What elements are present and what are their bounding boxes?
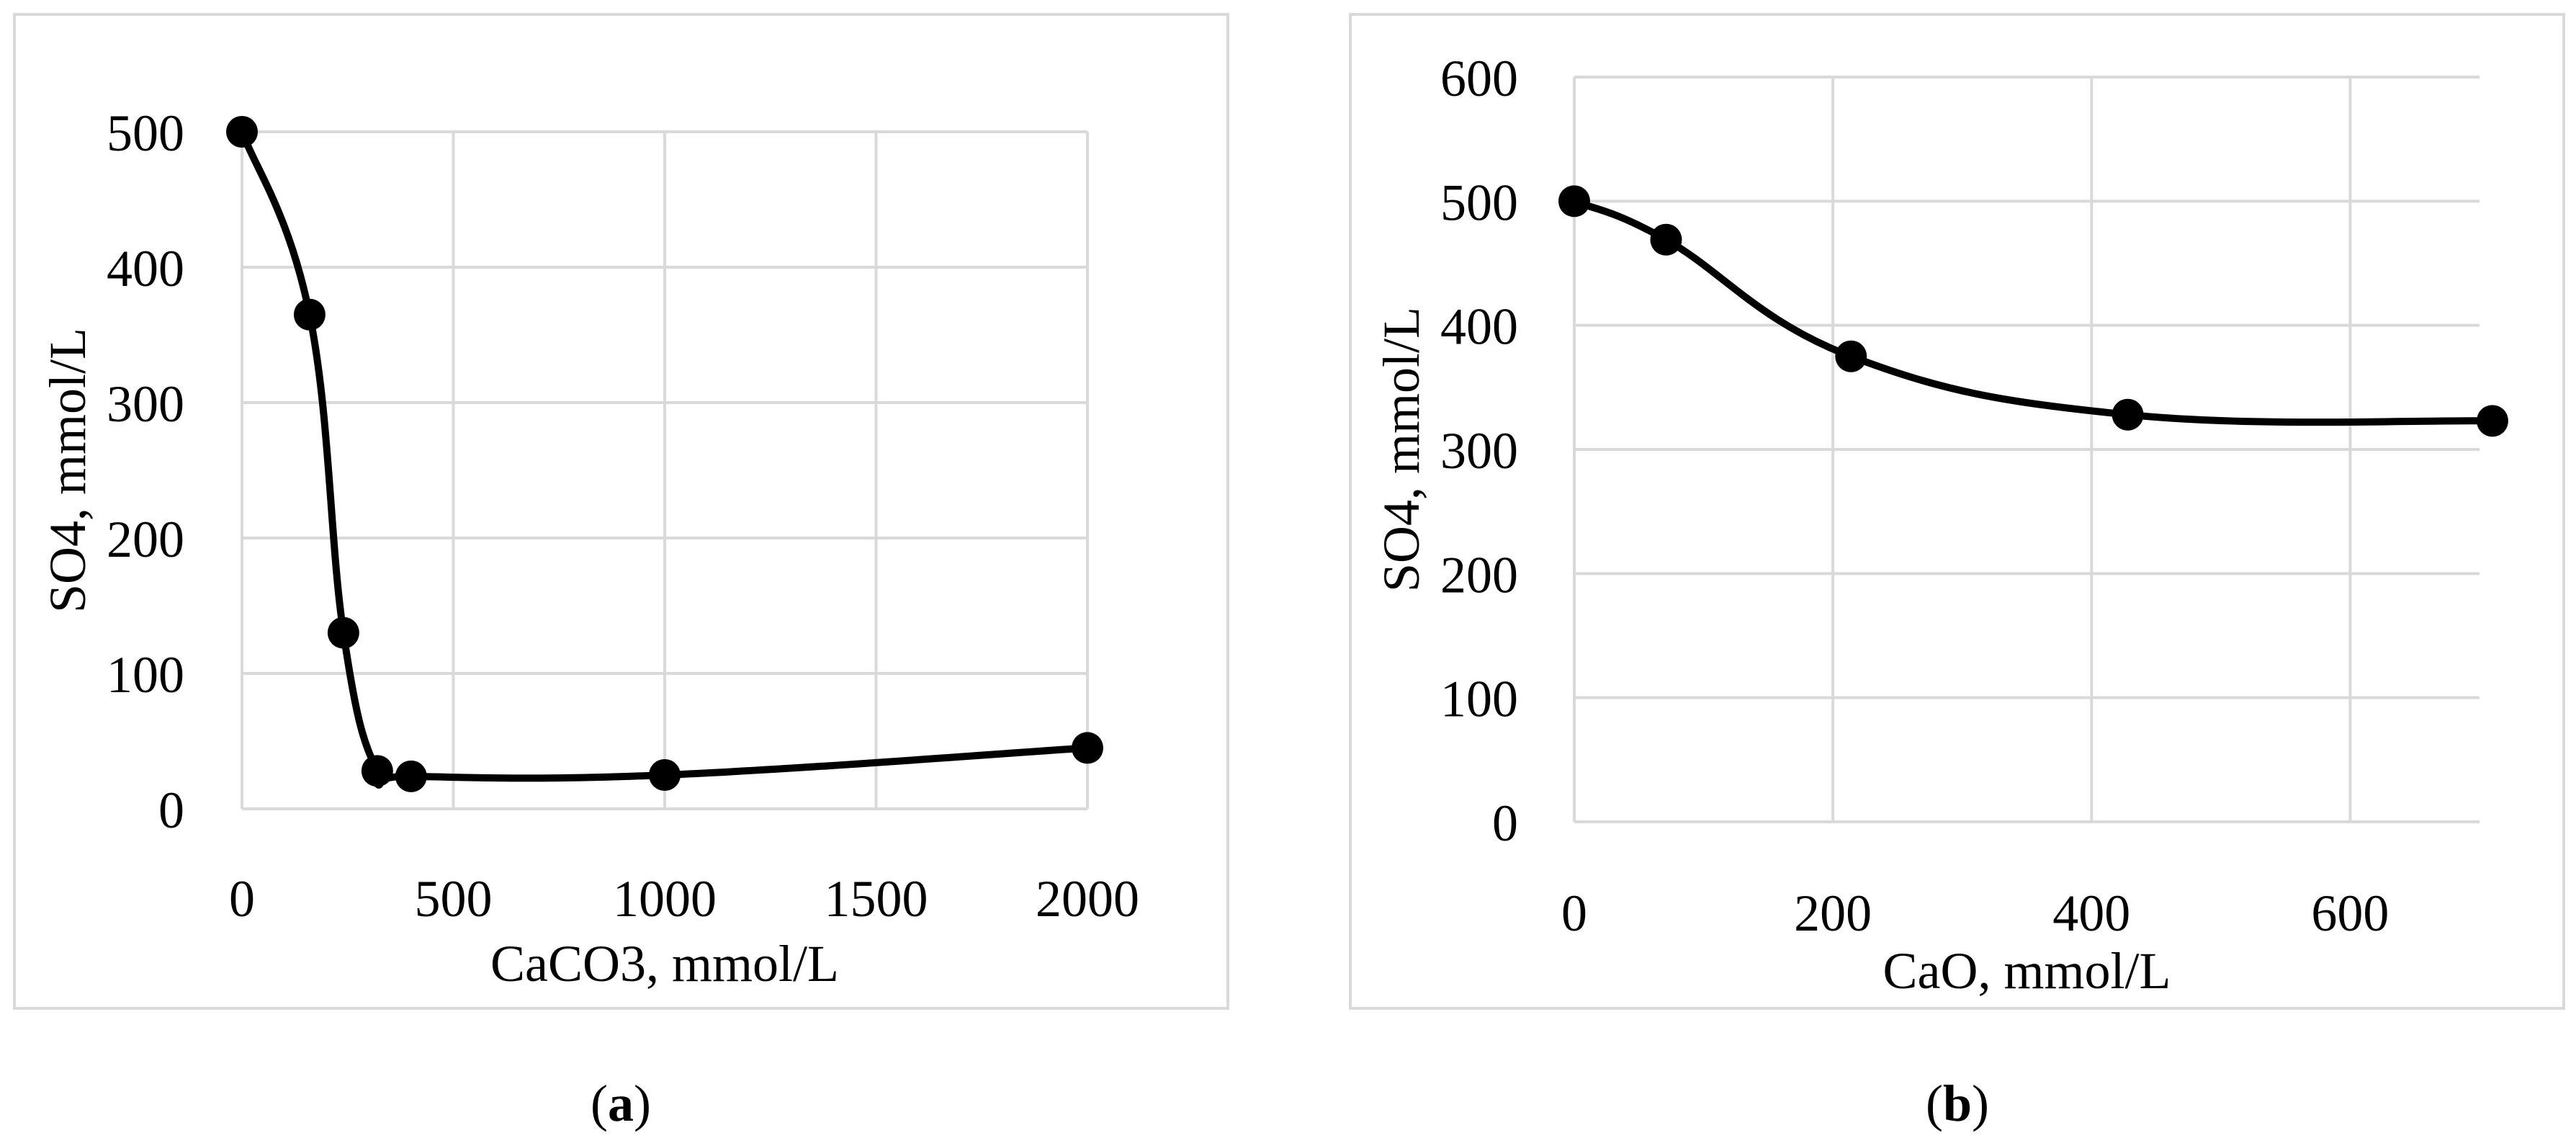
data-point bbox=[2476, 405, 2508, 437]
data-point bbox=[226, 116, 258, 148]
x-tick-label: 500 bbox=[415, 870, 493, 928]
data-point bbox=[1072, 732, 1103, 764]
y-axis-title: SO4, mmol/L bbox=[39, 328, 97, 613]
y-tick-label: 600 bbox=[1440, 50, 1518, 107]
x-tick-label: 1000 bbox=[613, 870, 717, 928]
x-tick-label: 400 bbox=[2052, 884, 2130, 942]
data-point bbox=[395, 760, 427, 792]
y-tick-label: 100 bbox=[1440, 671, 1518, 728]
y-tick-label: 500 bbox=[107, 104, 184, 162]
x-tick-label: 0 bbox=[1561, 884, 1587, 942]
y-tick-label: 200 bbox=[107, 511, 184, 568]
data-point bbox=[2111, 398, 2144, 431]
data-point bbox=[1650, 223, 1682, 256]
data-point bbox=[1835, 340, 1867, 372]
x-tick-label: 600 bbox=[2311, 884, 2389, 942]
y-tick-label: 0 bbox=[1492, 794, 1518, 852]
panel-frame-a bbox=[13, 13, 1229, 1010]
y-tick-label: 500 bbox=[1440, 174, 1518, 231]
x-tick-label: 0 bbox=[229, 870, 255, 928]
data-point bbox=[327, 617, 359, 649]
y-tick-label: 0 bbox=[158, 781, 184, 839]
y-axis-title: SO4, mmol/L bbox=[1373, 307, 1430, 592]
y-tick-label: 200 bbox=[1440, 546, 1518, 604]
x-tick-label: 1500 bbox=[825, 870, 928, 928]
x-axis-title: CaO, mmol/L bbox=[1883, 942, 2171, 1000]
data-point bbox=[293, 298, 326, 331]
y-tick-label: 400 bbox=[1440, 298, 1518, 356]
chart-panel-a: 0 100 200 300 400 500 0 500 1000 1500 2000 CaCO3, m… bbox=[13, 13, 1229, 1010]
x-axis-title: CaCO3, mmol/L bbox=[490, 935, 839, 993]
x-tick-label: 2000 bbox=[1036, 870, 1139, 928]
y-tick-label: 400 bbox=[107, 240, 184, 297]
y-tick-label: 100 bbox=[107, 646, 184, 704]
y-tick-label: 300 bbox=[107, 375, 184, 433]
y-tick-label: 300 bbox=[1440, 422, 1518, 480]
panel-frame-b bbox=[1349, 13, 2565, 1010]
data-point bbox=[1558, 185, 1590, 218]
x-tick-label: 200 bbox=[1794, 884, 1872, 942]
data-point bbox=[361, 755, 393, 787]
caption-a: (a) bbox=[591, 1075, 651, 1132]
chart-panel-b: 0 100 200 300 400 500 600 0 200 400 600 CaO, mmol/L… bbox=[1349, 13, 2565, 1010]
caption-b: (b) bbox=[1926, 1075, 1989, 1132]
data-point bbox=[649, 759, 681, 791]
